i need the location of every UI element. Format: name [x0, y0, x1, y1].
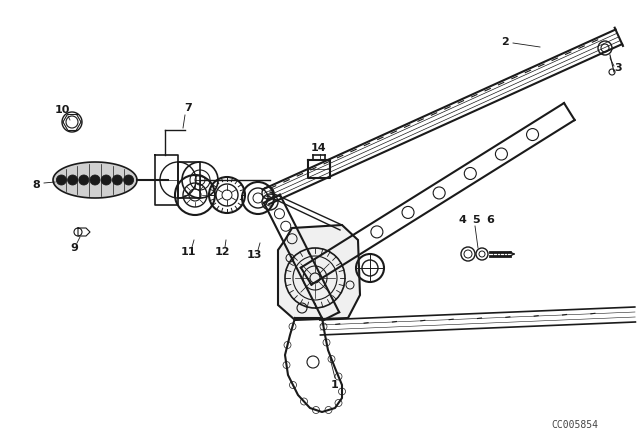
Circle shape [90, 175, 100, 185]
Polygon shape [53, 162, 137, 198]
Text: 1: 1 [331, 380, 339, 390]
Text: 2: 2 [501, 37, 509, 47]
Text: CC005854: CC005854 [552, 420, 598, 430]
Text: 7: 7 [184, 103, 192, 113]
Text: 6: 6 [486, 215, 494, 225]
Text: 8: 8 [32, 180, 40, 190]
Text: 3: 3 [614, 63, 622, 73]
Circle shape [56, 175, 67, 185]
Circle shape [101, 175, 111, 185]
Text: 4: 4 [458, 215, 466, 225]
Text: 11: 11 [180, 247, 196, 257]
Text: 9: 9 [70, 243, 78, 253]
Text: 14: 14 [310, 143, 326, 153]
Text: 13: 13 [246, 250, 262, 260]
Circle shape [68, 175, 77, 185]
Polygon shape [278, 225, 360, 320]
Circle shape [79, 175, 89, 185]
Text: 5: 5 [472, 215, 480, 225]
Text: 12: 12 [214, 247, 230, 257]
Circle shape [113, 175, 122, 185]
Circle shape [124, 175, 134, 185]
Text: 10: 10 [54, 105, 70, 115]
